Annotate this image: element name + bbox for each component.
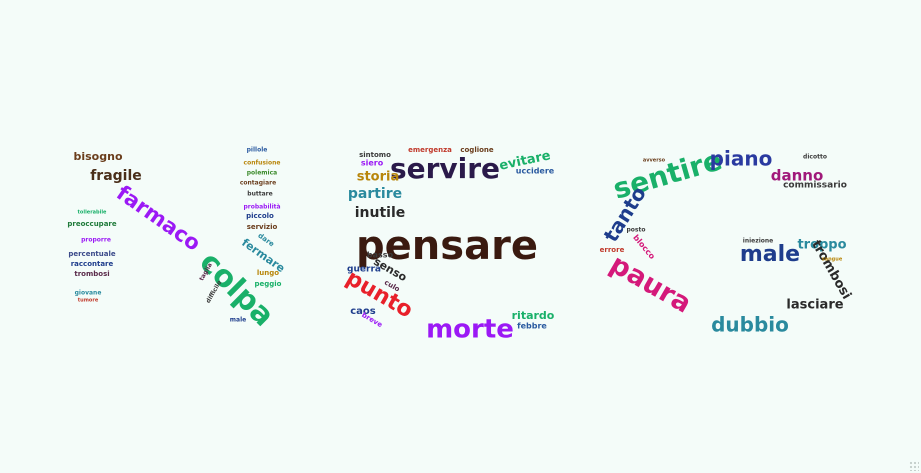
cloud-word: percentuale <box>68 250 116 258</box>
cloud-word: trombosi <box>74 270 109 278</box>
cloud-word: dicotto <box>803 154 827 161</box>
cloud-word: storia <box>357 170 400 185</box>
cloud-word: peggio <box>255 280 282 288</box>
cloud-word: guerra <box>347 265 381 275</box>
cloud-word: servire <box>390 152 500 185</box>
cloud-word: lasciare <box>786 298 843 313</box>
cloud-word: danno <box>771 167 824 185</box>
cloud-word: pillole <box>247 147 268 154</box>
cloud-word: servizio <box>247 223 278 231</box>
cloud-word: contagiare <box>240 180 276 187</box>
cloud-word: buttare <box>247 191 272 198</box>
cloud-word: posto <box>627 227 646 234</box>
cloud-word: partire <box>348 186 402 202</box>
cloud-word: caos <box>350 306 376 317</box>
cloud-word: inutile <box>355 205 406 221</box>
cloud-word: raccontare <box>71 260 114 268</box>
cloud-word: probabilità <box>243 204 280 211</box>
cloud-word: tumore <box>78 298 99 304</box>
cloud-word: confusione <box>244 160 281 167</box>
cloud-word: tanto <box>598 182 650 246</box>
cloud-word: preoccupare <box>67 220 116 228</box>
cloud-word: uccidere <box>516 167 555 176</box>
cloud-word: errore <box>600 246 625 254</box>
cloud-word: basso <box>367 251 394 260</box>
cloud-word: farmaco <box>112 181 205 256</box>
cloud-word: febbre <box>517 322 547 331</box>
cloud-word: pensare <box>356 223 538 269</box>
cloud-word: polemica <box>247 170 277 177</box>
cloud-word: tollerabile <box>78 210 107 216</box>
cloud-word: male <box>230 317 246 324</box>
cloud-word: proporre <box>81 237 111 244</box>
cloud-word: piccolo <box>246 212 274 220</box>
cloud-word: male <box>740 242 800 267</box>
cloud-word: avverso <box>643 158 666 164</box>
cloud-word: siero <box>361 159 384 168</box>
cloud-word: troppo <box>797 238 846 253</box>
cloud-word: fragile <box>90 168 142 184</box>
cloud-word: ritardo <box>512 309 555 322</box>
cloud-word: giovane <box>75 290 102 297</box>
cloud-word: iniezione <box>743 238 773 245</box>
cloud-word: bisogno <box>73 150 122 163</box>
cloud-word: sintomo <box>359 151 391 159</box>
cloud-word: coglione <box>460 146 494 154</box>
resize-grip[interactable] <box>909 461 919 471</box>
cloud-word: piano <box>710 147 773 171</box>
cloud-word: emergenza <box>408 146 452 154</box>
cloud-word: morte <box>426 315 514 345</box>
cloud-word: dubbio <box>711 313 789 337</box>
cloud-word: sangue <box>822 257 843 263</box>
cloud-word: commissario <box>783 181 847 191</box>
cloud-word: lungo <box>257 269 279 277</box>
